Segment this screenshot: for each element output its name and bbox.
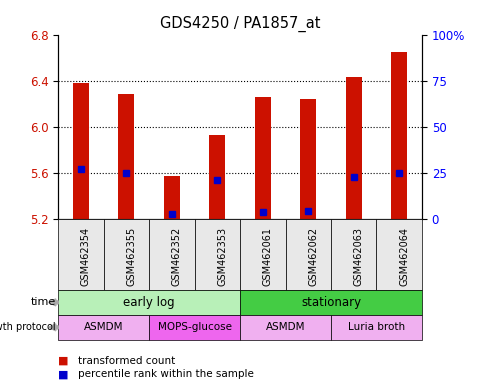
Title: GDS4250 / PA1857_at: GDS4250 / PA1857_at (160, 16, 319, 32)
Text: early log: early log (123, 296, 175, 309)
Text: GSM462061: GSM462061 (262, 227, 272, 286)
Bar (73, 83, 89, 219)
Text: GSM462062: GSM462062 (308, 227, 318, 286)
Text: ■: ■ (58, 369, 72, 379)
Text: stationary: stationary (301, 296, 360, 309)
Bar (300, 99, 316, 219)
Text: percentile rank within the sample: percentile rank within the sample (77, 369, 253, 379)
Text: GSM462063: GSM462063 (353, 227, 363, 286)
Bar (254, 97, 270, 219)
Text: Luria broth: Luria broth (347, 322, 404, 333)
Text: transformed count: transformed count (77, 356, 175, 366)
Text: GSM462064: GSM462064 (398, 227, 408, 286)
Text: growth protocol: growth protocol (0, 322, 56, 333)
Bar (391, 52, 407, 219)
Text: GSM462353: GSM462353 (217, 227, 227, 286)
Text: ASMDM: ASMDM (84, 322, 123, 333)
Text: GSM462355: GSM462355 (126, 227, 136, 286)
Text: ■: ■ (58, 356, 72, 366)
Text: GSM462352: GSM462352 (171, 227, 182, 286)
Bar (345, 77, 361, 219)
Text: MOPS-glucose: MOPS-glucose (157, 322, 231, 333)
Bar (164, 176, 180, 219)
Text: GSM462354: GSM462354 (81, 227, 91, 286)
Bar (118, 94, 134, 219)
Text: time: time (30, 297, 56, 308)
Bar (209, 135, 225, 219)
Text: ASMDM: ASMDM (265, 322, 304, 333)
